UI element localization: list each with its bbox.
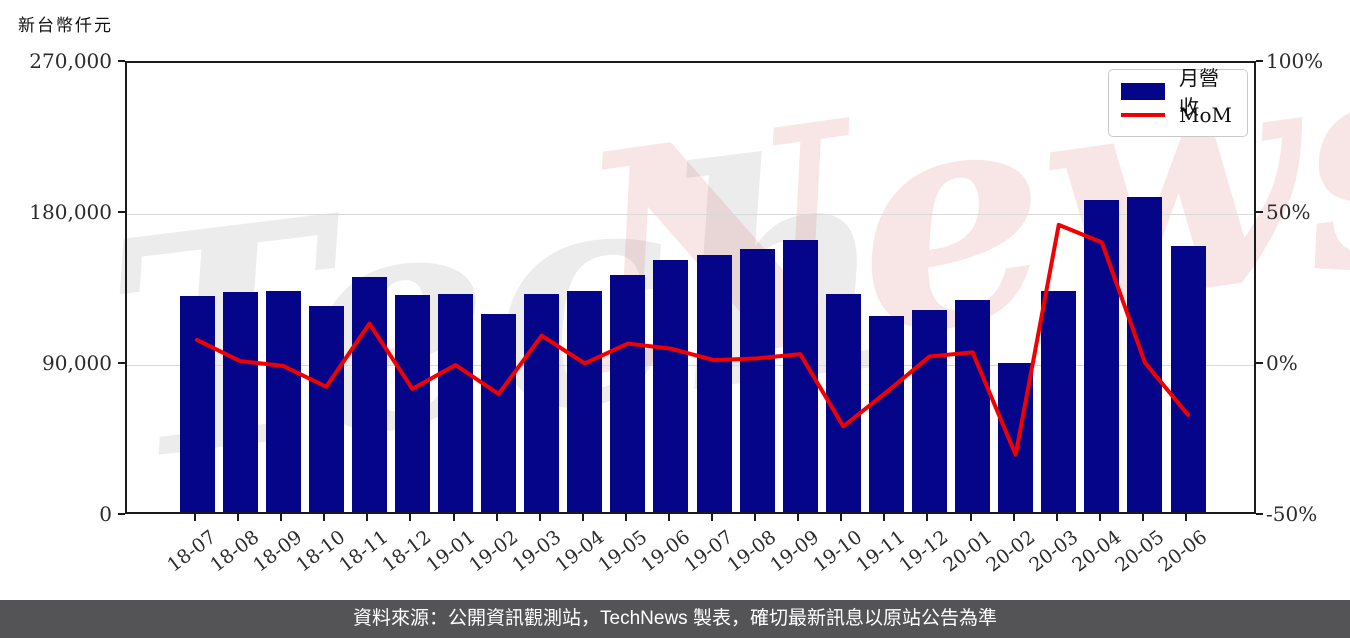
left-tick-label: 270,000 (29, 49, 112, 73)
x-tick (366, 514, 369, 521)
left-tick-label: 90,000 (42, 351, 112, 375)
x-tick-label-19-12: 19-12 (895, 526, 953, 577)
left-axis-title: 新台幣仟元 (18, 16, 113, 35)
revenue-bar-18-08 (222, 292, 258, 512)
x-tick (280, 514, 283, 521)
x-tick-label-18-10: 18-10 (292, 526, 350, 577)
revenue-bar-19-02 (481, 314, 517, 512)
x-tick-label-19-06: 19-06 (637, 526, 695, 577)
left-tick (118, 513, 125, 515)
revenue-bar-18-10 (308, 306, 344, 512)
revenue-bar-20-05 (1127, 196, 1163, 512)
revenue-bar-20-06 (1170, 246, 1206, 512)
revenue-bar-18-07 (179, 295, 215, 512)
x-tick (1098, 514, 1101, 521)
right-tick (1256, 513, 1263, 515)
revenue-bar-18-12 (394, 294, 430, 512)
legend-label-revenue: 月營收 (1179, 66, 1219, 119)
x-tick (969, 514, 972, 521)
x-tick (194, 514, 196, 521)
x-tick-label-20-01: 20-01 (938, 526, 996, 577)
gridline (127, 213, 1254, 215)
gridline (127, 364, 1254, 366)
right-tick-label: 100% (1266, 49, 1324, 73)
x-tick (1012, 514, 1015, 521)
revenue-bar-swatch (1121, 82, 1165, 100)
left-tick-label: 0 (99, 502, 112, 526)
x-tick (581, 514, 584, 521)
x-tick (538, 514, 541, 521)
revenue-bar-19-01 (438, 293, 474, 512)
x-tick (1055, 514, 1058, 521)
legend-label-mom: MoM (1179, 103, 1232, 127)
x-tick-label-19-08: 19-08 (723, 526, 781, 577)
mom-line (195, 222, 1190, 457)
left-tick (118, 362, 125, 364)
x-tick-label-18-11: 18-11 (335, 526, 393, 577)
x-tick-label-19-01: 19-01 (421, 526, 479, 577)
revenue-bar-18-11 (351, 277, 387, 512)
plot-area (125, 61, 1256, 514)
x-tick (495, 514, 498, 521)
x-tick-label-18-08: 18-08 (206, 526, 264, 577)
x-tick-label-20-04: 20-04 (1068, 526, 1126, 577)
x-tick (926, 514, 929, 521)
legend: 月營收 MoM (1108, 66, 1248, 137)
x-tick-label-20-03: 20-03 (1024, 526, 1082, 577)
x-tick (711, 514, 714, 521)
revenue-bar-19-07 (696, 255, 732, 512)
x-tick-label-19-07: 19-07 (680, 526, 738, 577)
x-tick (667, 514, 670, 521)
x-tick-label-18-07: 18-07 (163, 526, 221, 577)
left-tick (118, 60, 125, 62)
x-tick-label-19-09: 19-09 (766, 526, 824, 577)
revenue-bar-20-04 (1084, 199, 1120, 512)
x-tick-label-19-04: 19-04 (551, 526, 609, 577)
x-tick (237, 514, 240, 521)
left-tick-label: 180,000 (29, 200, 112, 224)
x-tick (409, 514, 412, 521)
source-caption: 資料來源：公開資訊觀測站，TechNews 製表，確切最新訊息以原站公告為準 (0, 600, 1350, 638)
revenue-bar-20-03 (1041, 291, 1077, 512)
mom-line-swatch (1121, 113, 1165, 117)
x-tick-label-20-02: 20-02 (981, 526, 1039, 577)
revenue-bar-19-03 (524, 293, 560, 512)
x-tick-label-19-11: 19-11 (852, 526, 910, 577)
left-tick (118, 211, 125, 213)
right-tick-label: -50% (1266, 502, 1318, 526)
legend-item-revenue: 月營收 (1121, 66, 1235, 119)
x-tick (624, 514, 627, 521)
revenue-bar-19-12 (911, 309, 947, 512)
x-tick-label-20-06: 20-06 (1154, 526, 1212, 577)
x-tick (754, 514, 757, 521)
x-tick (1185, 514, 1187, 521)
revenue-bar-18-09 (265, 291, 301, 512)
x-tick (452, 514, 455, 521)
x-tick (840, 514, 843, 521)
x-tick-label-18-12: 18-12 (378, 526, 436, 577)
right-tick (1256, 362, 1263, 364)
x-tick-label-19-10: 19-10 (809, 526, 867, 577)
revenue-bar-20-01 (955, 299, 991, 512)
x-tick-label-19-03: 19-03 (507, 526, 565, 577)
right-tick-label: 50% (1266, 200, 1311, 224)
revenue-bar-19-08 (739, 249, 775, 512)
x-tick-label-19-05: 19-05 (594, 526, 652, 577)
x-tick-label-20-05: 20-05 (1111, 526, 1169, 577)
right-tick (1256, 60, 1263, 62)
x-tick-label-19-02: 19-02 (464, 526, 522, 577)
right-tick (1256, 211, 1263, 213)
x-tick (797, 514, 800, 521)
revenue-bar-19-06 (653, 260, 689, 512)
x-tick (883, 514, 886, 521)
x-tick (323, 514, 326, 521)
legend-item-mom: MoM (1121, 103, 1235, 127)
x-tick-label-18-09: 18-09 (249, 526, 307, 577)
x-tick (1141, 514, 1144, 521)
revenue-bar-19-05 (610, 275, 646, 512)
revenue-bar-19-04 (567, 291, 603, 512)
right-tick-label: 0% (1266, 351, 1298, 375)
revenue-bar-19-11 (868, 315, 904, 512)
